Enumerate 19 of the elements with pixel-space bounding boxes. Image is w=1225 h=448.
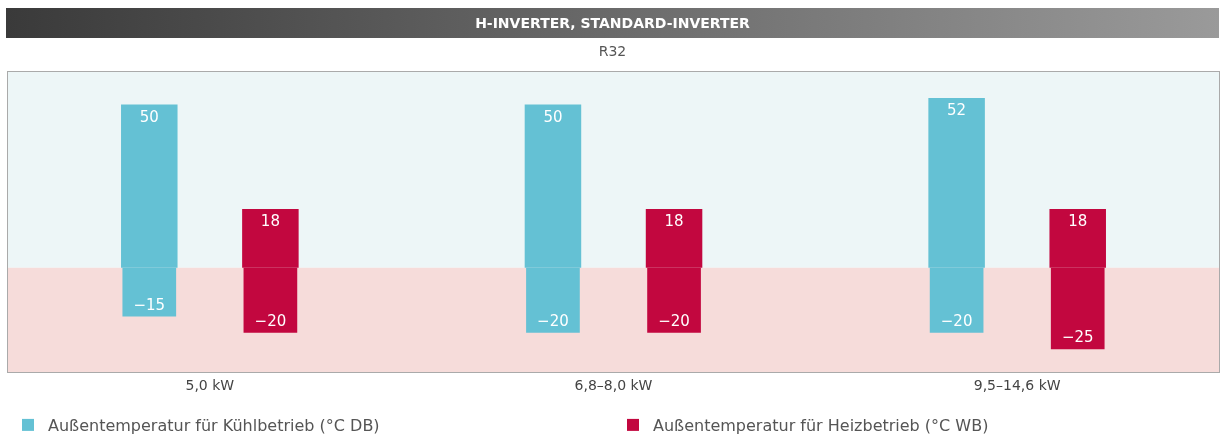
x-tick-label: 6,8–8,0 kW bbox=[574, 376, 653, 393]
data-label: −20 bbox=[537, 311, 569, 330]
data-label: 50 bbox=[543, 107, 563, 126]
data-label: 50 bbox=[139, 107, 159, 126]
data-label: −20 bbox=[940, 311, 973, 330]
x-tick-label: 9,5–14,6 kW bbox=[973, 376, 1061, 393]
legend-label: Außentemperatur für Heizbetrieb (°C WB) bbox=[653, 416, 989, 436]
data-label: 52 bbox=[947, 101, 967, 120]
x-tick-label: 5,0 kW bbox=[185, 376, 235, 393]
data-label: 18 bbox=[260, 211, 280, 230]
legend-label: Außentemperatur für Kühlbetrieb (°C DB) bbox=[48, 416, 380, 436]
data-label: 18 bbox=[1068, 211, 1088, 230]
chart-title: H-INVERTER, STANDARD-INVERTER bbox=[6, 8, 1219, 38]
data-label: 18 bbox=[664, 211, 684, 230]
data-label: −20 bbox=[658, 311, 690, 330]
data-label: −15 bbox=[133, 295, 166, 314]
data-label: −20 bbox=[254, 311, 287, 330]
chart-subtitle: R32 bbox=[597, 42, 628, 61]
data-label: −25 bbox=[1061, 328, 1094, 347]
